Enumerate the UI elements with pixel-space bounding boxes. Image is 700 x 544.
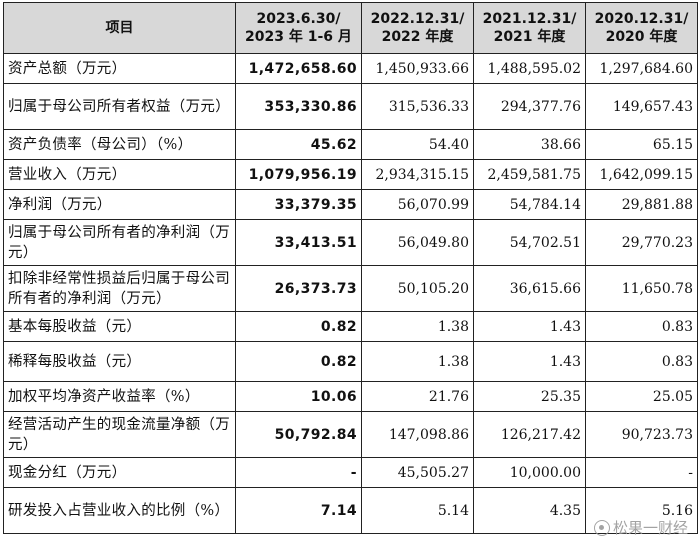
cell-2021: 1.43 [473, 311, 586, 342]
row-label: 经营活动产生的现金流量净额（万元） [3, 411, 236, 458]
weibo-logo-icon [593, 520, 610, 536]
cell-2023h1: 26,373.73 [235, 265, 362, 312]
table-row: 净利润（万元） 33,379.35 56,070.99 54,784.14 29… [3, 189, 698, 220]
cell-2021: 1,488,595.02 [473, 53, 586, 84]
cell-2023h1: 10.06 [235, 381, 362, 412]
cell-2020: 0.83 [585, 341, 698, 382]
row-label: 资产总额（万元） [3, 53, 236, 84]
cell-2021: 54,702.51 [473, 219, 586, 266]
table-row: 加权平均净资产收益率（%） 10.06 21.76 25.35 25.05 [3, 381, 698, 412]
cell-2022: 54.40 [361, 129, 474, 160]
cell-2023h1: 0.82 [235, 341, 362, 382]
row-label: 基本每股收益（元） [3, 311, 236, 342]
cell-2020: 0.83 [585, 311, 698, 342]
table-row: 资产负债率（母公司）（%） 45.62 54.40 38.66 65.15 [3, 129, 698, 160]
cell-2021: 54,784.14 [473, 189, 586, 220]
cell-2020: 25.05 [585, 381, 698, 412]
cell-2020: 90,723.73 [585, 411, 698, 458]
cell-2022: 1.38 [361, 311, 474, 342]
table-row: 基本每股收益（元） 0.82 1.38 1.43 0.83 [3, 311, 698, 342]
cell-2022: 50,105.20 [361, 265, 474, 312]
header-col-2020: 2020.12.31/2020 年度 [585, 2, 698, 54]
cell-2021: 25.35 [473, 381, 586, 412]
cell-2020: - [585, 457, 698, 488]
cell-2020: 29,770.23 [585, 219, 698, 266]
table-row: 归属于母公司所有者权益（万元） 353,330.86 315,536.33 29… [3, 83, 698, 130]
cell-2021: 294,377.76 [473, 83, 586, 130]
cell-2023h1: - [235, 457, 362, 488]
table-row: 扣除非经常性损益后归属于母公司所有者的净利润（万元） 26,373.73 50,… [3, 265, 698, 312]
row-label: 归属于母公司所有者的净利润（万元） [3, 219, 236, 266]
cell-2020: 65.15 [585, 129, 698, 160]
table-row: 稀释每股收益（元） 0.82 1.38 1.43 0.83 [3, 341, 698, 382]
header-col-2023h1: 2023.6.30/2023 年 1-6 月 [235, 2, 362, 54]
row-label: 归属于母公司所有者权益（万元） [3, 83, 236, 130]
table-row: 现金分红（万元） - 45,505.27 10,000.00 - [3, 457, 698, 488]
cell-2022: 147,098.86 [361, 411, 474, 458]
cell-2023h1: 33,413.51 [235, 219, 362, 266]
cell-2020: 1,297,684.60 [585, 53, 698, 84]
cell-2022: 5.14 [361, 487, 474, 534]
row-label: 净利润（万元） [3, 189, 236, 220]
cell-2020: 11,650.78 [585, 265, 698, 312]
cell-2023h1: 7.14 [235, 487, 362, 534]
table-row: 营业收入（万元） 1,079,956.19 2,934,315.15 2,459… [3, 159, 698, 190]
cell-2021: 4.35 [473, 487, 586, 534]
cell-2020: 29,881.88 [585, 189, 698, 220]
cell-2022: 45,505.27 [361, 457, 474, 488]
row-label: 资产负债率（母公司）（%） [3, 129, 236, 160]
cell-2023h1: 50,792.84 [235, 411, 362, 458]
row-label: 研发投入占营业收入的比例（%） [3, 487, 236, 534]
cell-2022: 56,070.99 [361, 189, 474, 220]
cell-2023h1: 1,079,956.19 [235, 159, 362, 190]
cell-2023h1: 45.62 [235, 129, 362, 160]
cell-2021: 2,459,581.75 [473, 159, 586, 190]
cell-2022: 1.38 [361, 341, 474, 382]
cell-2022: 21.76 [361, 381, 474, 412]
row-label: 稀释每股收益（元） [3, 341, 236, 382]
cell-2023h1: 0.82 [235, 311, 362, 342]
row-label: 营业收入（万元） [3, 159, 236, 190]
header-item: 项目 [3, 2, 236, 54]
cell-2022: 2,934,315.15 [361, 159, 474, 190]
header-col-2021: 2021.12.31/2021 年度 [473, 2, 586, 54]
table-row: 经营活动产生的现金流量净额（万元） 50,792.84 147,098.86 1… [3, 411, 698, 458]
row-label: 现金分红（万元） [3, 457, 236, 488]
cell-2021: 38.66 [473, 129, 586, 160]
cell-2023h1: 353,330.86 [235, 83, 362, 130]
cell-2022: 56,049.80 [361, 219, 474, 266]
table-header-row: 项目 2023.6.30/2023 年 1-6 月 2022.12.31/202… [3, 2, 698, 54]
watermark-text: 松果一财经 [612, 519, 688, 537]
table-row: 资产总额（万元） 1,472,658.60 1,450,933.66 1,488… [3, 53, 698, 84]
table-row: 归属于母公司所有者的净利润（万元） 33,413.51 56,049.80 54… [3, 219, 698, 266]
financial-data-table: 项目 2023.6.30/2023 年 1-6 月 2022.12.31/202… [3, 2, 698, 534]
cell-2021: 10,000.00 [473, 457, 586, 488]
cell-2021: 36,615.66 [473, 265, 586, 312]
cell-2021: 126,217.42 [473, 411, 586, 458]
cell-2020: 149,657.43 [585, 83, 698, 130]
row-label: 加权平均净资产收益率（%） [3, 381, 236, 412]
cell-2023h1: 1,472,658.60 [235, 53, 362, 84]
cell-2022: 315,536.33 [361, 83, 474, 130]
header-col-2022: 2022.12.31/2022 年度 [361, 2, 474, 54]
cell-2023h1: 33,379.35 [235, 189, 362, 220]
source-watermark: 松果一财经 [593, 517, 688, 538]
cell-2021: 1.43 [473, 341, 586, 382]
cell-2022: 1,450,933.66 [361, 53, 474, 84]
row-label: 扣除非经常性损益后归属于母公司所有者的净利润（万元） [3, 265, 236, 312]
cell-2020: 1,642,099.15 [585, 159, 698, 190]
